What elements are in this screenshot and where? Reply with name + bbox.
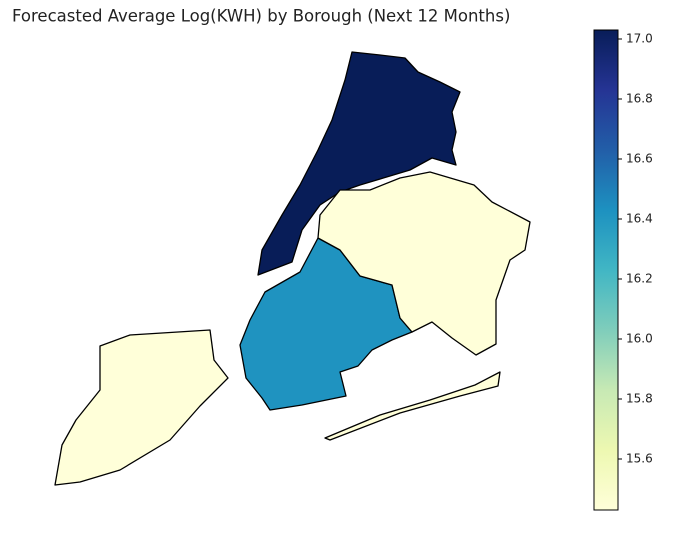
colorbar-tick-label: 16.0 [626, 332, 653, 346]
colorbar-tick-label: 17.0 [626, 32, 653, 46]
colorbar-tick-label: 15.8 [626, 392, 653, 406]
colorbar-tick-label: 15.6 [626, 452, 653, 466]
region [324, 371, 501, 441]
colorbar-tick-label: 16.4 [626, 212, 653, 226]
colorbar-tick-label: 16.6 [626, 152, 653, 166]
colorbar [593, 29, 619, 511]
region [317, 171, 531, 356]
region [239, 237, 413, 411]
colorbar-tick-label: 16.8 [626, 92, 653, 106]
map-title: Forecasted Average Log(KWH) by Borough (… [12, 7, 510, 26]
region [54, 329, 229, 486]
colorbar-tick-label: 16.2 [626, 272, 653, 286]
